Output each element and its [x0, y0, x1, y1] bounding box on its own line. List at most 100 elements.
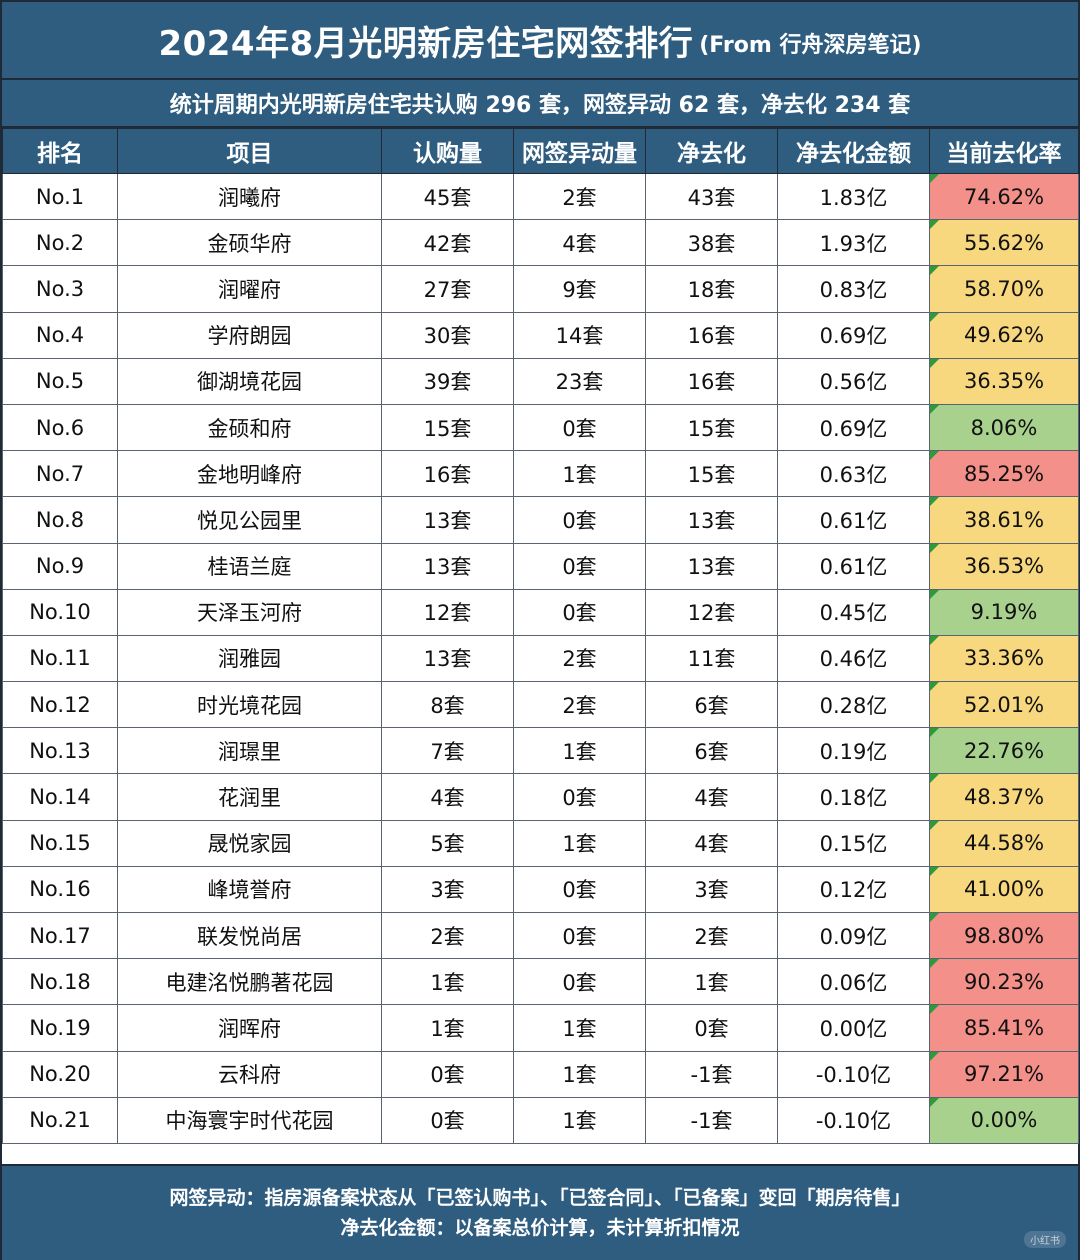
cell-net: 13套 [645, 542, 778, 590]
cell-rate: 55.62% [929, 219, 1079, 267]
cell-project: 联发悦尚居 [117, 911, 382, 960]
cell-project: 润晖府 [117, 1004, 382, 1052]
cell-marker-icon [930, 589, 939, 599]
cell-project: 峰境誉府 [117, 865, 382, 914]
table-row: No.20 云科府 0套 1套 -1套 -0.10亿 97.21% [2, 1050, 1079, 1098]
cell-rate: 48.37% [929, 773, 1079, 821]
cell-project: 天泽玉河府 [117, 588, 382, 636]
cell-subscribed: 13套 [381, 542, 514, 590]
cell-change: 1套 [513, 1050, 646, 1098]
cell-subscribed: 1套 [381, 958, 514, 1006]
cell-marker-icon [930, 682, 939, 692]
cell-rank: No.16 [2, 865, 118, 914]
cell-rate: 90.23% [929, 958, 1079, 1006]
summary-bar: 统计周期内光明新房住宅共认购 296 套，网签异动 62 套，净去化 234 套 [2, 80, 1078, 128]
cell-change: 2套 [513, 634, 646, 683]
rate-value: 98.80% [963, 923, 1045, 948]
table-row: No.6 金硕和府 15套 0套 15套 0.69亿 8.06% [2, 403, 1079, 452]
cell-marker-icon [930, 312, 939, 322]
cell-project: 金硕华府 [117, 219, 382, 267]
cell-project: 润雅园 [117, 634, 382, 683]
table-row: No.15 晟悦家园 5套 1套 4套 0.15亿 44.58% [2, 819, 1079, 867]
rate-value: 38.61% [963, 507, 1045, 532]
rate-value: 33.36% [963, 646, 1045, 671]
rate-value: 85.25% [963, 461, 1045, 486]
rate-value: 74.62% [963, 184, 1045, 209]
rate-value: 49.62% [963, 323, 1045, 348]
cell-net: 3套 [645, 865, 778, 914]
rate-value: 48.37% [963, 785, 1045, 810]
cell-amount: 0.00亿 [777, 1004, 930, 1052]
cell-project: 桂语兰庭 [117, 542, 382, 590]
cell-subscribed: 13套 [381, 496, 514, 544]
table-row: No.9 桂语兰庭 13套 0套 13套 0.61亿 36.53% [2, 542, 1079, 590]
cell-change: 2套 [513, 172, 646, 221]
cell-net: 4套 [645, 773, 778, 821]
cell-rank: No.7 [2, 450, 118, 498]
cell-project: 花润里 [117, 773, 382, 821]
cell-rate: 36.53% [929, 542, 1079, 590]
cell-rank: No.15 [2, 819, 118, 867]
cell-rank: No.8 [2, 496, 118, 544]
cell-project: 晟悦家园 [117, 819, 382, 867]
cell-amount: 0.56亿 [777, 357, 930, 405]
cell-net: -1套 [645, 1096, 778, 1144]
cell-rate: 52.01% [929, 681, 1079, 729]
col-header-amount: 净去化金额 [777, 128, 930, 174]
cell-rank: No.17 [2, 911, 118, 960]
cell-marker-icon [930, 451, 939, 461]
cell-change: 1套 [513, 1004, 646, 1052]
cell-subscribed: 4套 [381, 773, 514, 821]
rate-value: 58.70% [963, 276, 1045, 301]
rate-value: 97.21% [963, 1062, 1045, 1087]
cell-amount: 0.61亿 [777, 496, 930, 544]
cell-amount: 1.93亿 [777, 219, 930, 267]
cell-net: 16套 [645, 311, 778, 359]
col-header-change: 网签异动量 [513, 128, 646, 174]
cell-net: 16套 [645, 357, 778, 405]
cell-net: 6套 [645, 727, 778, 775]
cell-marker-icon [930, 635, 939, 645]
cell-rate: 85.41% [929, 1004, 1079, 1052]
cell-subscribed: 27套 [381, 265, 514, 313]
cell-change: 4套 [513, 219, 646, 267]
cell-net: 43套 [645, 172, 778, 221]
table-row: No.3 润曜府 27套 9套 18套 0.83亿 58.70% [2, 265, 1079, 313]
cell-net: 38套 [645, 219, 778, 267]
cell-project: 金硕和府 [117, 403, 382, 452]
cell-subscribed: 15套 [381, 403, 514, 452]
cell-marker-icon [930, 1097, 939, 1107]
rate-value: 36.53% [963, 554, 1045, 579]
table-row: No.8 悦见公园里 13套 0套 13套 0.61亿 38.61% [2, 496, 1079, 544]
table-row: No.16 峰境誉府 3套 0套 3套 0.12亿 41.00% [2, 865, 1079, 914]
cell-subscribed: 39套 [381, 357, 514, 405]
cell-net: 15套 [645, 403, 778, 452]
cell-rate: 38.61% [929, 496, 1079, 544]
cell-marker-icon [930, 728, 939, 738]
col-header-rate: 当前去化率 [929, 128, 1079, 174]
cell-marker-icon [930, 220, 939, 230]
cell-amount: 0.15亿 [777, 819, 930, 867]
cell-rank: No.1 [2, 172, 118, 221]
cell-rank: No.9 [2, 542, 118, 590]
table-row: No.1 润曦府 45套 2套 43套 1.83亿 74.62% [2, 172, 1079, 221]
cell-rank: No.13 [2, 727, 118, 775]
cell-net: 15套 [645, 450, 778, 498]
cell-rank: No.14 [2, 773, 118, 821]
table-row: No.12 时光境花园 8套 2套 6套 0.28亿 52.01% [2, 681, 1079, 729]
rate-value: 8.06% [970, 415, 1038, 440]
rate-value: 52.01% [963, 692, 1045, 717]
rate-value: 9.19% [970, 600, 1038, 625]
cell-rank: No.2 [2, 219, 118, 267]
cell-marker-icon [930, 174, 939, 183]
cell-rate: 41.00% [929, 865, 1079, 914]
cell-change: 0套 [513, 911, 646, 960]
cell-subscribed: 30套 [381, 311, 514, 359]
cell-project: 御湖境花园 [117, 357, 382, 405]
cell-marker-icon [930, 358, 939, 368]
cell-project: 电建洺悦鹏著花园 [117, 958, 382, 1006]
table-row: No.17 联发悦尚居 2套 0套 2套 0.09亿 98.80% [2, 911, 1079, 960]
cell-change: 0套 [513, 496, 646, 544]
cell-subscribed: 0套 [381, 1050, 514, 1098]
cell-marker-icon [930, 543, 939, 553]
